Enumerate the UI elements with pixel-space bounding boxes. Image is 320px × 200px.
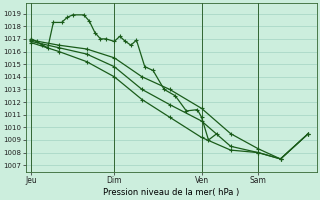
X-axis label: Pression niveau de la mer( hPa ): Pression niveau de la mer( hPa ) — [103, 188, 239, 197]
